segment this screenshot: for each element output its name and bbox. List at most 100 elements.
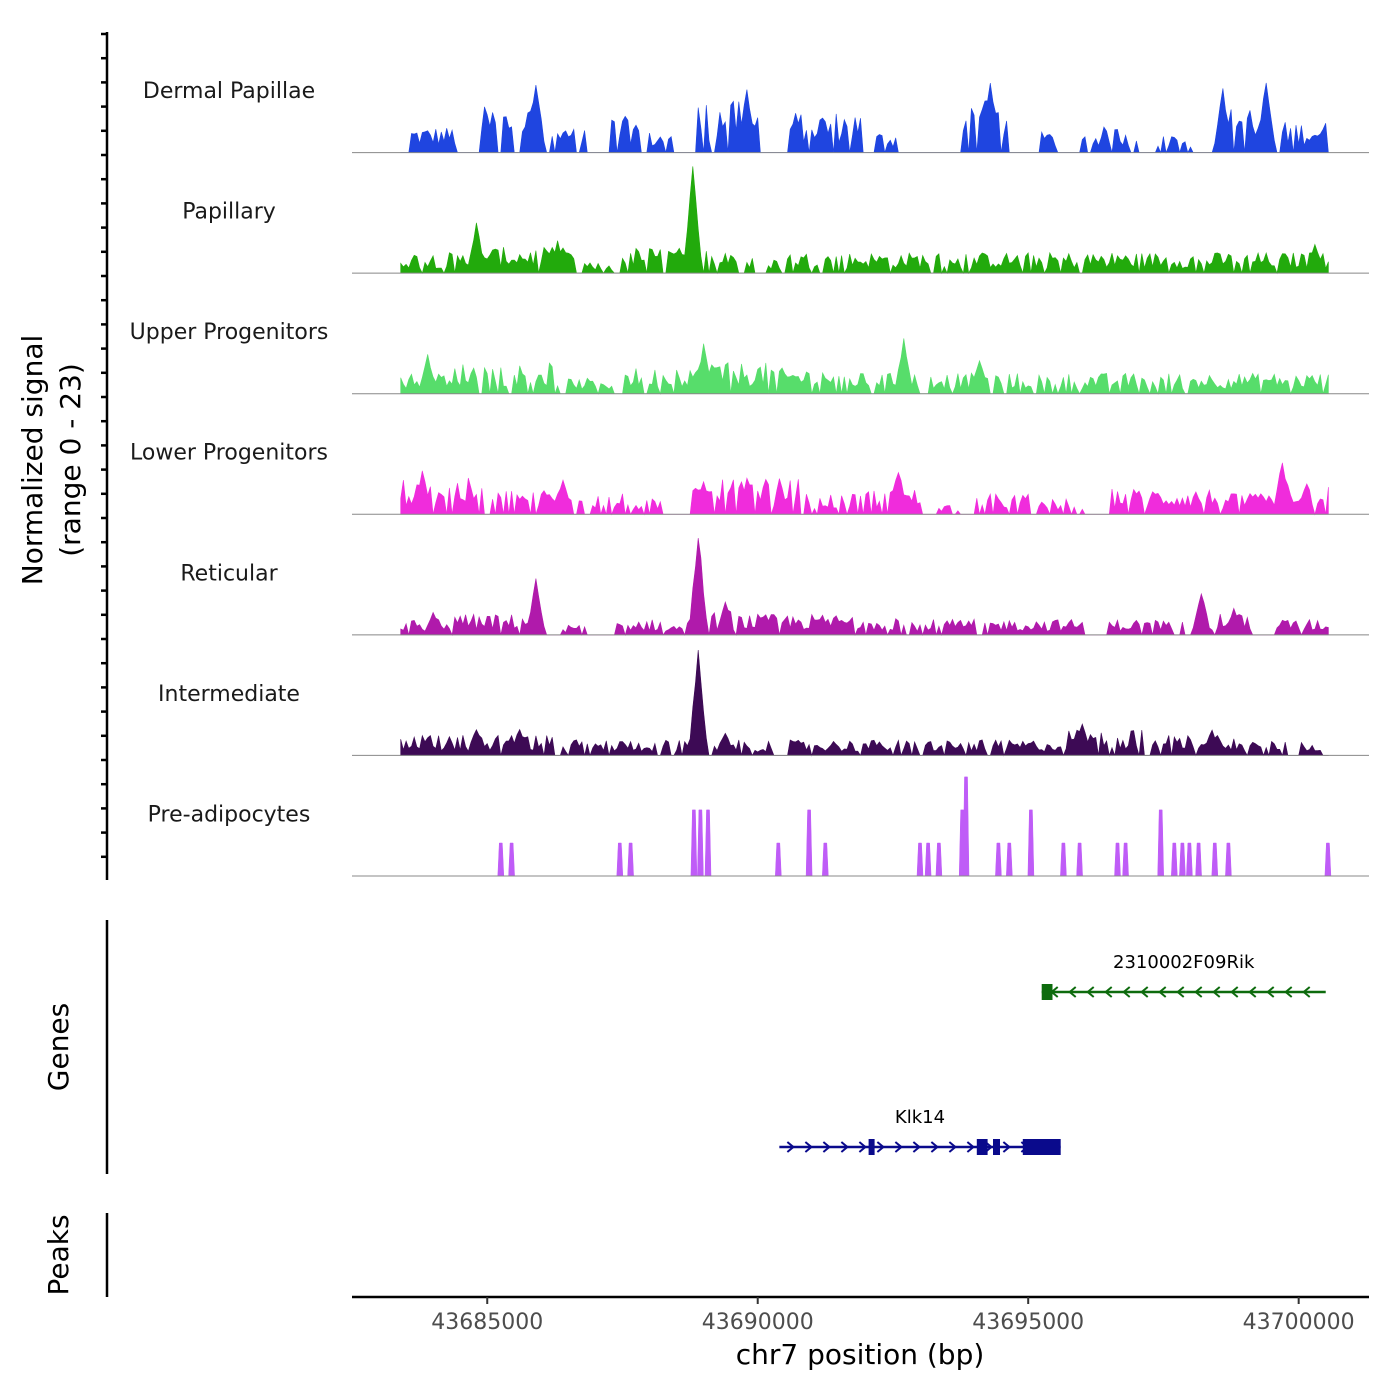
gene-label: Klk14 xyxy=(895,1107,945,1128)
x-tick-label: 43685000 xyxy=(431,1310,543,1335)
x-axis: 43685000 43690000 43695000 43700000 xyxy=(352,1295,1369,1335)
signal-spike xyxy=(822,842,829,877)
y-axis-label-range: (range 0 - 23) xyxy=(54,363,87,557)
signal-y-ticks xyxy=(101,32,107,859)
gene-exon xyxy=(976,1139,988,1155)
x-axis-label: chr7 position (bp) xyxy=(736,1338,985,1371)
signal-spike xyxy=(775,842,782,877)
signal-spike xyxy=(805,809,813,877)
strand-arrow xyxy=(1266,986,1275,998)
signal-spike xyxy=(690,809,698,877)
gene-exon xyxy=(868,1139,875,1155)
strand-arrow xyxy=(858,1141,867,1153)
signal-area xyxy=(400,462,1329,516)
signal-area xyxy=(400,649,1329,757)
track-intermediate xyxy=(352,649,1369,757)
strand-arrow xyxy=(1212,986,1221,998)
track-label: Dermal Papillae xyxy=(143,79,315,104)
signal-area xyxy=(400,166,1329,275)
track-dermal-papillae xyxy=(352,82,1369,154)
signal-spike xyxy=(497,842,505,877)
x-ticks: 43685000 43690000 43695000 43700000 xyxy=(431,1297,1355,1335)
signal-area xyxy=(400,338,1329,395)
signal-spike xyxy=(1186,842,1193,877)
track-lower-progenitors xyxy=(352,462,1369,516)
signal-spike xyxy=(1195,842,1202,877)
strand-arrow xyxy=(1068,986,1077,998)
strand-arrow xyxy=(930,1141,939,1153)
strand-arrow xyxy=(1248,986,1257,998)
signal-spike xyxy=(1211,842,1219,877)
signal-spike xyxy=(935,842,943,877)
track-label: Reticular xyxy=(180,561,278,586)
left-axes xyxy=(101,32,109,1297)
strand-arrow xyxy=(894,1141,903,1153)
strand-arrow xyxy=(1002,1141,1011,1153)
strand-arrow xyxy=(786,1141,795,1153)
track-labels: Dermal Papillae Papillary Upper Progenitor… xyxy=(130,79,329,827)
signal-spike xyxy=(1076,842,1083,877)
signal-spike xyxy=(1179,842,1186,877)
signal-spike xyxy=(1324,842,1332,877)
gene-klk14: Klk14 xyxy=(779,1107,1061,1155)
gene-annotations: 2310002F09Rik Klk14 xyxy=(779,952,1326,1155)
signal-spike xyxy=(916,842,924,877)
signal-spike xyxy=(616,842,624,877)
track-papillary xyxy=(352,166,1369,275)
strand-arrow xyxy=(876,1141,885,1153)
signal-spike xyxy=(627,842,634,877)
strand-arrow xyxy=(948,1141,957,1153)
x-tick-label: 43695000 xyxy=(972,1310,1084,1335)
strand-arrow xyxy=(1086,986,1095,998)
strand-arrow xyxy=(1302,986,1311,998)
strand-arrow xyxy=(1122,986,1131,998)
signal-spike xyxy=(1157,809,1164,877)
x-tick-label: 43690000 xyxy=(702,1310,814,1335)
signal-spike xyxy=(508,842,515,877)
track-pre-adipocytes xyxy=(352,776,1369,877)
track-label: Intermediate xyxy=(158,682,300,707)
gene-exon xyxy=(1022,1139,1061,1155)
y-axis-label: Normalized signal xyxy=(16,335,49,586)
signal-spike xyxy=(995,842,1002,877)
strand-arrow xyxy=(1104,986,1113,998)
signal-spike xyxy=(1060,842,1067,877)
gene-exon xyxy=(993,1139,1000,1155)
track-label: Upper Progenitors xyxy=(130,320,329,345)
strand-arrow xyxy=(840,1141,849,1153)
gene-label: 2310002F09Rik xyxy=(1113,952,1255,973)
signal-spike xyxy=(697,809,704,877)
strand-arrow xyxy=(912,1141,921,1153)
signal-spike xyxy=(1171,842,1178,877)
signal-spike xyxy=(924,842,932,877)
signal-spike xyxy=(1006,842,1013,877)
signal-spike xyxy=(704,809,712,877)
signal-spike xyxy=(1122,842,1129,877)
strand-arrow xyxy=(1176,986,1185,998)
gene-2310002f09rik: 2310002F09Rik xyxy=(1041,952,1326,1000)
gene-exon xyxy=(1041,984,1053,1000)
track-reticular xyxy=(352,538,1369,637)
signal-spike xyxy=(1114,842,1121,877)
signal-spike xyxy=(1027,809,1035,877)
strand-arrow xyxy=(822,1141,831,1153)
strand-arrow xyxy=(1284,986,1293,998)
x-tick-label: 43700000 xyxy=(1243,1310,1355,1335)
strand-arrow xyxy=(966,1141,975,1153)
genes-panel-label: Genes xyxy=(42,1003,75,1091)
strand-arrow xyxy=(1230,986,1239,998)
track-upper-progenitors xyxy=(352,338,1369,395)
track-label: Lower Progenitors xyxy=(130,441,328,466)
track-label: Papillary xyxy=(182,200,276,225)
strand-arrow xyxy=(804,1141,813,1153)
strand-arrow xyxy=(1158,986,1167,998)
signal-tracks xyxy=(352,82,1369,877)
track-label: Pre-adipocytes xyxy=(148,802,311,827)
signal-area xyxy=(400,538,1329,637)
strand-arrow xyxy=(1140,986,1149,998)
peaks-panel-label: Peaks xyxy=(42,1214,75,1295)
strand-arrow xyxy=(1194,986,1203,998)
signal-area xyxy=(400,82,1329,154)
signal-spike xyxy=(962,776,970,877)
